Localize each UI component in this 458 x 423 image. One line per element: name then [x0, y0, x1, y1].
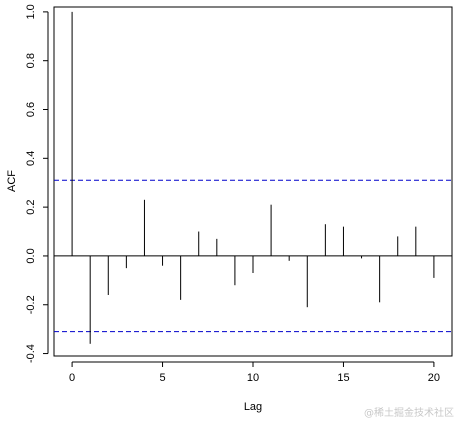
x-tick-label: 5 — [159, 372, 165, 384]
y-tick-label: 0.4 — [25, 151, 37, 166]
x-tick-label: 20 — [428, 372, 440, 384]
y-axis-title: ACF — [6, 170, 18, 192]
y-tick-label: -0.2 — [25, 295, 37, 314]
x-tick-label: 0 — [69, 372, 75, 384]
x-axis-title: Lag — [244, 401, 262, 413]
y-tick-label: 0.0 — [25, 248, 37, 263]
x-tick-label: 15 — [337, 372, 349, 384]
y-tick-label: 1.0 — [25, 4, 37, 19]
y-tick-label: 0.6 — [25, 102, 37, 117]
x-tick-label: 10 — [247, 372, 259, 384]
watermark-text: @稀土掘金技术社区 — [364, 406, 454, 419]
y-tick-label: 0.8 — [25, 53, 37, 68]
plot-frame — [53, 6, 453, 357]
y-tick-label: 0.2 — [25, 199, 37, 214]
y-tick-label: -0.4 — [25, 344, 37, 363]
